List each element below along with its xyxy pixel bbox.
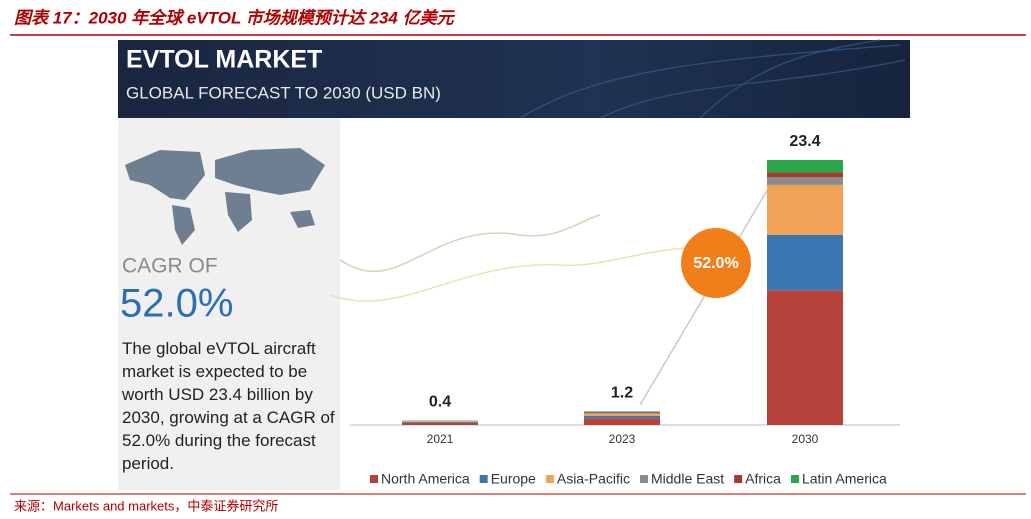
legend-swatch [734,475,743,483]
bar-segment [584,411,660,413]
legend-swatch [479,475,488,483]
source: 来源：Markets and markets，中泰证券研究所 [14,498,278,513]
legend-label: Latin America [802,471,887,487]
bar-segment [584,413,660,416]
banner-decoration [519,39,906,119]
bar-segment [767,184,843,235]
x-tick-label: 2021 [427,432,454,446]
description: The global eVTOL aircraft market is expe… [122,339,335,473]
legend-label: Europe [491,471,536,487]
bar-segment [767,160,843,173]
legend-label: Africa [745,471,781,487]
decoration [329,247,691,302]
banner-subtitle: GLOBAL FORECAST TO 2030 (USD BN) [126,83,441,102]
legend-label: Asia-Pacific [557,471,630,487]
x-tick-label: 2023 [609,432,636,446]
bar-segment [402,421,478,422]
legend-swatch [790,475,799,483]
legend-swatch [545,475,554,483]
bar-segment [767,172,843,177]
banner [118,40,910,118]
total-label: 1.2 [611,385,633,402]
growth-bubble [681,228,751,298]
x-tick-label: 2030 [792,432,819,446]
bar-segment [402,422,478,425]
decoration [339,214,601,273]
total-label: 0.4 [429,394,451,411]
bar-segment [584,412,660,414]
legend-label: North America [381,471,470,487]
bar-segment [767,290,843,425]
legend-swatch [370,475,378,483]
bar-segment [584,411,660,412]
bar-segment [584,418,660,425]
bar-segment [767,234,843,291]
legend-label: Middle East [651,471,724,487]
legend-swatch [640,475,648,483]
banner-title: EVTOL MARKET [126,46,322,74]
total-label: 23.4 [789,133,820,150]
bar-segment [767,176,843,185]
cagr-value: 52.0% [120,282,233,326]
bar-segment [584,415,660,419]
bar-segment [402,421,478,423]
growth-label: 52.0% [693,255,738,272]
figure-title: 图表 17：2030 年全球 eVTOL 市场规模预计达 234 亿美元 [14,8,456,27]
world-map [125,148,325,245]
cagr-label: CAGR OF [122,255,218,278]
